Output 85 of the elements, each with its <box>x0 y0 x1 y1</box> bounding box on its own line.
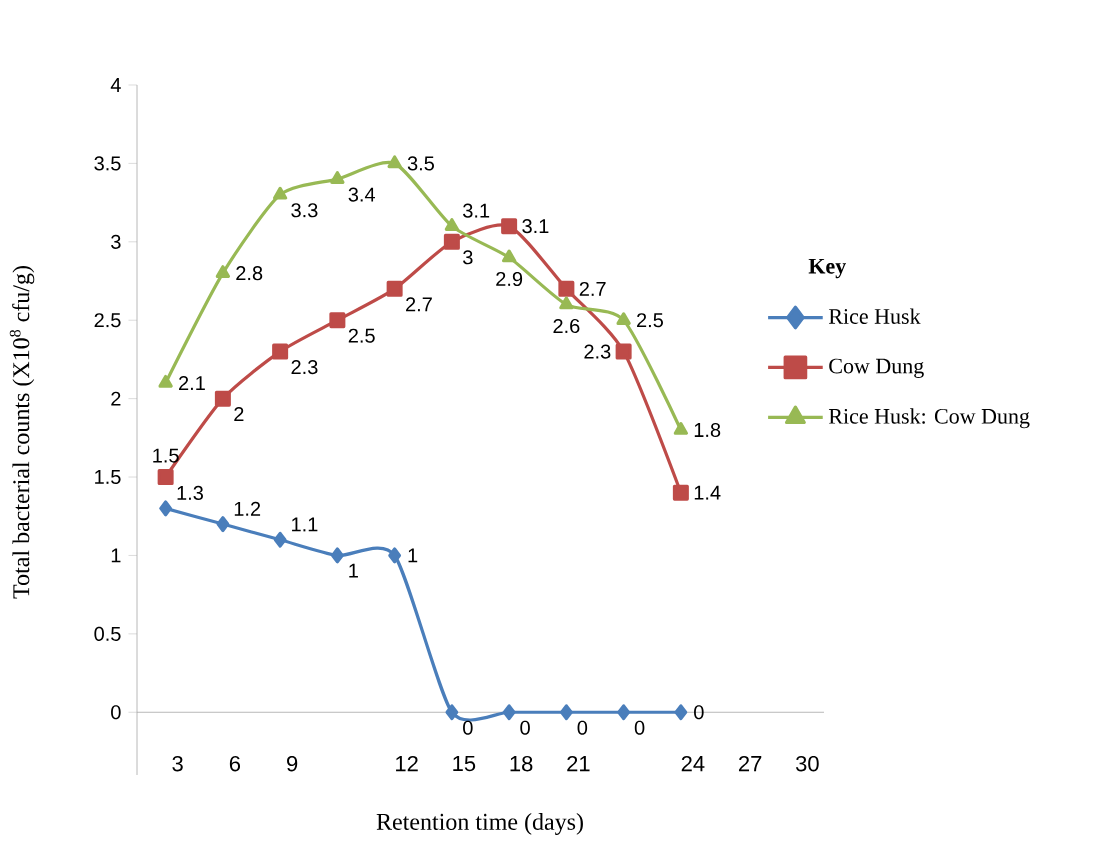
data-label: 2.3 <box>584 344 611 359</box>
data-label: 2.3 <box>291 359 318 375</box>
x-axis-title: Retention time (days) <box>376 813 583 835</box>
data-label: 1.4 <box>694 485 721 500</box>
point <box>158 374 173 388</box>
data-label: 2 <box>234 407 244 421</box>
point <box>501 218 518 235</box>
data-label: 1.3 <box>177 485 203 500</box>
x-tick-label: 24 <box>681 755 705 772</box>
data-label: 3.5 <box>407 156 434 171</box>
point <box>329 312 346 329</box>
point <box>159 500 173 517</box>
x-tick-label: 30 <box>795 755 819 772</box>
y-axis-title: Total bacterial counts (X10$^{8}$ cfu/g) <box>9 266 35 599</box>
x-tick-label: 3 <box>172 755 183 772</box>
legend-title: Key <box>808 259 847 279</box>
y-tick-label: 2 <box>111 391 121 406</box>
data-label: 3 <box>463 250 473 265</box>
data-label: 1 <box>408 548 418 563</box>
y-tick-label: 1 <box>111 548 121 563</box>
point <box>501 249 517 263</box>
data-label: 2.5 <box>637 313 663 328</box>
x-tick-label: 6 <box>229 755 241 772</box>
point <box>673 422 689 435</box>
data-label: 1.8 <box>694 422 721 438</box>
y-tick-label: 1.5 <box>95 470 121 485</box>
legend-label: Rice Husk <box>828 308 921 324</box>
point <box>445 704 459 721</box>
data-label: 3.3 <box>291 203 318 218</box>
data-label: 1 <box>349 563 358 578</box>
point <box>502 704 516 721</box>
point <box>330 171 345 184</box>
data-label: 3.1 <box>522 219 549 234</box>
data-label: 0 <box>577 720 588 735</box>
point <box>330 547 344 564</box>
data-label: 3.4 <box>348 187 375 202</box>
data-label: 1.1 <box>292 517 318 532</box>
y-tick-label: 4 <box>110 78 121 92</box>
point <box>672 484 689 501</box>
point <box>559 704 573 721</box>
data-label: 2.7 <box>406 297 432 312</box>
point <box>273 531 287 548</box>
data-label: 2.7 <box>579 281 606 296</box>
data-label: 2.9 <box>496 271 523 287</box>
point <box>559 296 574 310</box>
y-tick-label: 3 <box>111 234 121 249</box>
point <box>388 547 402 564</box>
data-label: 2.5 <box>348 328 375 343</box>
point <box>616 312 631 326</box>
x-tick-label: 12 <box>396 755 418 772</box>
point <box>443 233 460 250</box>
data-label: 0 <box>520 720 530 735</box>
x-tick-label: 21 <box>567 755 590 772</box>
point <box>615 343 632 360</box>
x-tick-label: 18 <box>510 755 533 772</box>
legend-label: Rice Husk: Cow Dung <box>828 408 1030 429</box>
point <box>558 280 575 297</box>
point <box>215 265 231 278</box>
y-tick-label: 3.5 <box>94 156 121 171</box>
data-label: 0 <box>463 720 473 735</box>
data-label: 1.2 <box>234 501 261 516</box>
legend-label: Cow Dung <box>829 358 924 378</box>
point <box>674 704 688 721</box>
data-label: 2.6 <box>553 318 580 334</box>
point <box>216 516 230 533</box>
x-tick-label: 9 <box>287 755 298 772</box>
point <box>157 469 174 486</box>
data-label: 2.8 <box>236 266 263 281</box>
x-tick-label: 27 <box>738 755 762 772</box>
x-tick-label: 15 <box>453 755 476 772</box>
point <box>386 280 403 297</box>
point <box>272 343 289 360</box>
y-tick-label: 0 <box>111 705 121 720</box>
point <box>214 390 231 407</box>
data-label: 3.1 <box>463 203 490 218</box>
y-tick-label: 0.5 <box>94 626 121 641</box>
data-label: 0 <box>694 705 704 720</box>
point <box>444 218 460 231</box>
data-label: 0 <box>634 720 645 735</box>
y-tick-label: 2.5 <box>94 313 121 328</box>
data-label: 1.5 <box>153 448 179 463</box>
point <box>617 704 631 721</box>
point <box>272 186 288 200</box>
data-label: 2.1 <box>179 375 205 390</box>
point <box>387 155 402 169</box>
